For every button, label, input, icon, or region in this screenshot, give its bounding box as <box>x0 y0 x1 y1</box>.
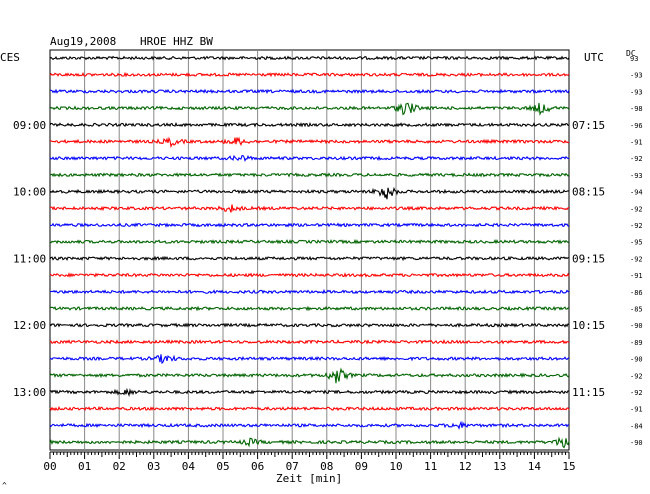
x-tick-label: 07 <box>286 460 299 473</box>
trace-row-1 <box>49 71 570 78</box>
dc-offset-label: -93 <box>630 88 643 96</box>
left-time-label: 13:00 <box>13 386 46 399</box>
x-tick-label: 13 <box>493 460 506 473</box>
dc-offset-label: 93 <box>630 55 638 63</box>
dc-offset-label: -85 <box>630 306 643 314</box>
x-tick-label: 02 <box>113 460 126 473</box>
left-timezone-label: CES <box>0 51 20 64</box>
left-time-label: 09:00 <box>13 119 46 132</box>
trace-row-17 <box>49 339 570 345</box>
left-time-label: 11:00 <box>13 252 46 265</box>
trace-row-7 <box>49 172 570 178</box>
dc-header-label: DC <box>626 49 636 58</box>
dc-offset-label: -84 <box>630 422 643 430</box>
trace-row-16 <box>49 322 570 328</box>
chart-date: Aug19,2008 <box>50 35 116 48</box>
dc-offset-label: -91 <box>630 139 643 147</box>
x-tick-label: 14 <box>528 460 542 473</box>
right-time-label: 10:15 <box>572 319 605 332</box>
trace-row-22 <box>49 420 570 430</box>
dc-offset-label: -92 <box>630 205 643 213</box>
dc-offset-label: -92 <box>630 389 643 397</box>
trace-row-9 <box>49 204 570 213</box>
dc-offset-label: -90 <box>630 356 643 364</box>
left-time-label: 12:00 <box>13 319 46 332</box>
dc-offset-label: -92 <box>630 222 643 230</box>
x-tick-label: 03 <box>147 460 160 473</box>
dc-offset-label: -90 <box>630 439 643 447</box>
trace-row-15 <box>49 305 570 312</box>
trace-row-19 <box>49 367 570 384</box>
right-time-label: 07:15 <box>572 119 605 132</box>
trace-row-11 <box>49 238 570 245</box>
trace-row-3 <box>49 102 570 116</box>
x-tick-label: 06 <box>251 460 264 473</box>
trace-row-12 <box>49 255 570 262</box>
trace-row-4 <box>49 122 570 128</box>
trace-row-10 <box>49 222 570 228</box>
x-tick-label: 01 <box>78 460 91 473</box>
dc-offset-label: -91 <box>630 272 643 280</box>
x-tick-label: 12 <box>459 460 472 473</box>
x-tick-label: 11 <box>424 460 437 473</box>
trace-row-20 <box>49 387 570 397</box>
dc-offset-label: -93 <box>630 72 643 80</box>
trace-row-0 <box>49 55 570 61</box>
right-time-label: 08:15 <box>572 186 605 199</box>
dc-offset-label: -89 <box>630 339 643 347</box>
corner-mark: ^ <box>2 481 7 490</box>
x-tick-label: 00 <box>43 460 56 473</box>
trace-row-14 <box>49 288 570 295</box>
plot-frame <box>49 49 570 451</box>
dc-offset-label: -93 <box>630 172 643 180</box>
dc-offset-label: -90 <box>630 322 643 330</box>
trace-row-13 <box>49 272 570 278</box>
x-tick-label: 15 <box>562 460 575 473</box>
trace-row-5 <box>49 136 570 149</box>
x-tick-label: 05 <box>216 460 229 473</box>
right-time-label: 11:15 <box>572 386 605 399</box>
dc-offset-label: -96 <box>630 122 643 130</box>
trace-row-8 <box>49 186 570 200</box>
dc-offset-label: -92 <box>630 372 643 380</box>
dc-offset-label: -94 <box>630 189 643 197</box>
trace-row-23 <box>49 436 570 449</box>
x-tick-label: 04 <box>182 460 196 473</box>
dc-offset-label: -86 <box>630 289 643 297</box>
trace-row-21 <box>49 405 570 412</box>
trace-row-2 <box>49 88 570 95</box>
x-axis-label: Zeit [min] <box>276 472 342 485</box>
right-time-label: 09:15 <box>572 252 605 265</box>
dc-offset-label: -92 <box>630 155 643 163</box>
dc-offset-label: -91 <box>630 406 643 414</box>
dc-offset-label: -95 <box>630 239 643 247</box>
x-tick-label: 09 <box>355 460 368 473</box>
left-time-label: 10:00 <box>13 186 46 199</box>
right-timezone-label: UTC <box>584 51 604 64</box>
dc-offset-label: -98 <box>630 105 643 113</box>
x-tick-label: 08 <box>320 460 333 473</box>
dc-offset-label: -92 <box>630 255 643 263</box>
trace-row-6 <box>49 154 570 162</box>
chart-station: HROE HHZ BW <box>140 35 213 48</box>
trace-row-18 <box>49 354 570 365</box>
x-tick-label: 10 <box>389 460 402 473</box>
